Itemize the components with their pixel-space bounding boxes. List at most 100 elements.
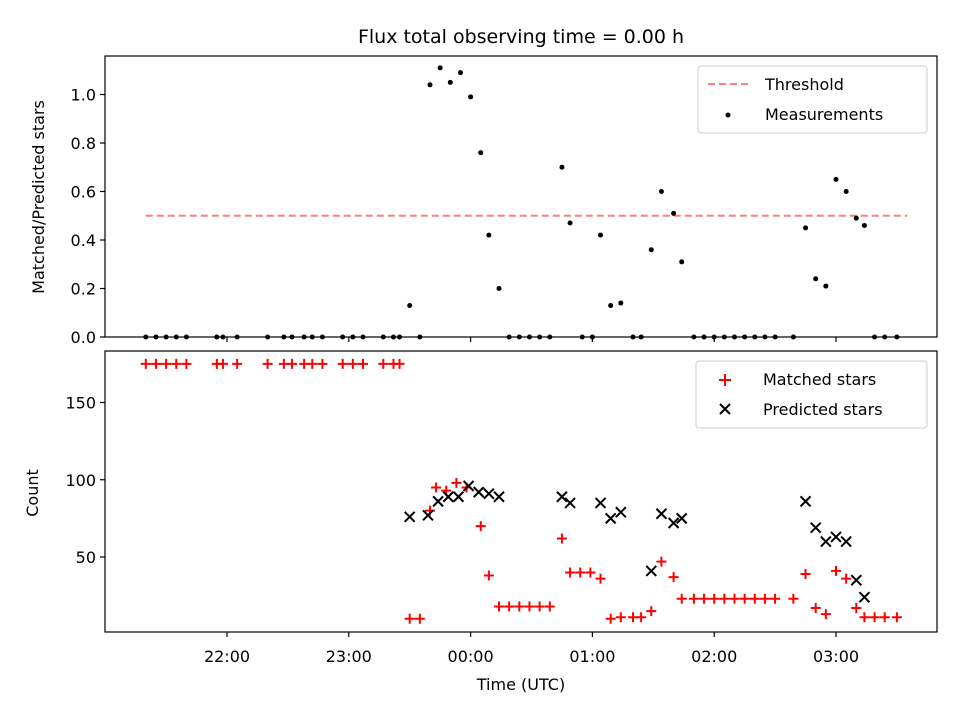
measurement-point [803,225,809,231]
predicted-star-marker [858,591,871,603]
matched-star-marker [820,609,831,620]
predicted-star-marker [840,535,852,548]
measurement-point [861,222,867,228]
predicted-star-marker [594,497,607,509]
matched-star-marker [307,358,318,369]
matched-star-marker [879,612,890,623]
legend-measurements-swatch [725,112,731,118]
top-legend: Threshold Measurements [697,65,928,134]
measurement-point [671,210,677,216]
bottom-x-axis: 22:00 23:00 00:00 01:00 02:00 03:00 [204,632,859,666]
matched-star-marker [615,612,626,623]
predicted-star-marker [604,512,617,525]
predicted-star-marker [667,517,680,529]
matched-star-marker [646,606,657,617]
matched-star-marker [524,601,535,612]
predicted-star-marker [452,491,465,503]
measurement-point [648,247,654,253]
x-tick-label: 00:00 [448,647,494,666]
matched-star-marker [605,613,616,624]
y-tick-label: 0.6 [71,183,96,202]
measurement-point [853,215,859,221]
predicted-star-marker [676,512,688,525]
legend-measurements-label: Measurements [765,105,883,124]
matched-star-marker [534,601,545,612]
matched-star-marker [585,567,596,578]
predicted-star-marker [442,491,454,503]
measurement-point [598,232,604,238]
matched-star-marker [688,593,699,604]
matched-star-marker [171,358,182,369]
matched-star-marker [800,568,811,579]
matched-star-marker [891,612,902,623]
matched-star-marker [788,593,799,604]
matched-star-marker [709,593,720,604]
measurement-point [478,150,484,156]
predicted-star-marker [422,509,434,521]
predicted-star-marker [462,480,475,492]
y-tick-label: 0.4 [71,231,96,250]
x-tick-label: 22:00 [204,647,250,666]
measurement-point [486,232,492,238]
matched-star-marker [859,612,870,623]
x-tick-label: 02:00 [691,647,737,666]
matched-star-marker [575,567,586,578]
measurement-point [833,176,839,182]
predicted-star-marker [483,487,495,500]
measurement-point [457,70,463,76]
predicted-star-marker [850,574,863,586]
matched-star-marker [851,602,862,613]
matched-star-marker [232,358,243,369]
y-tick-label: 50 [76,548,96,567]
legend-predicted-swatch [719,403,731,415]
matched-star-marker [414,613,425,624]
matched-star-marker [656,556,667,567]
x-tick-label: 23:00 [326,647,372,666]
y-tick-label: 1.0 [71,86,96,105]
measurement-point [608,302,614,308]
matched-star-marker [358,358,369,369]
matched-star-marker [668,572,679,583]
matched-star-marker [150,358,161,369]
bottom-plot-frame [104,350,938,633]
y-tick-label: 0.0 [71,328,96,347]
predicted-star-marker [432,495,444,508]
matched-star-marker [451,477,462,488]
top-x-ticks [226,337,837,342]
bottom-legend-box [695,360,928,429]
bottom-y-axis: 50 100 150 [65,394,105,567]
bottom-y-axis-label: Count [23,469,42,517]
matched-star-marker [475,521,486,532]
matched-star-marker [676,593,687,604]
top-y-axis: 0.0 0.2 0.4 0.6 0.8 1.0 [71,86,105,347]
predicted-star-marker [403,511,416,523]
matched-star-marker [699,593,710,604]
predicted-star-marker [799,495,812,508]
matched-star-marker [514,601,525,612]
chart-title: Flux total observing time = 0.00 h [358,26,684,48]
x-tick-label: 01:00 [569,647,615,666]
measurement-point [496,286,502,291]
matched-star-marker [394,358,405,369]
predicted-star-marker [556,491,568,503]
predicted-stars-layer [403,480,871,603]
x-tick-label: 03:00 [813,647,859,666]
predicted-star-marker [615,506,627,518]
y-tick-label: 0.2 [71,280,96,299]
matched-star-marker [565,567,576,578]
measurement-point [567,220,573,226]
matched-stars-layer [140,358,902,624]
matched-star-marker [810,602,821,613]
predicted-star-marker [645,565,657,577]
top-legend-box [697,65,928,134]
predicted-star-marker [473,486,485,498]
top-panel: 0.0 0.2 0.4 0.6 0.8 1.0 Matched/Predicted sta… [29,55,938,347]
matched-star-marker [378,358,389,369]
y-tick-label: 0.8 [71,134,96,153]
y-tick-label: 150 [65,394,96,413]
measurement-point [407,302,413,308]
y-tick-label: 100 [65,471,96,490]
matched-star-marker [831,565,841,576]
matched-star-marker [317,358,328,369]
